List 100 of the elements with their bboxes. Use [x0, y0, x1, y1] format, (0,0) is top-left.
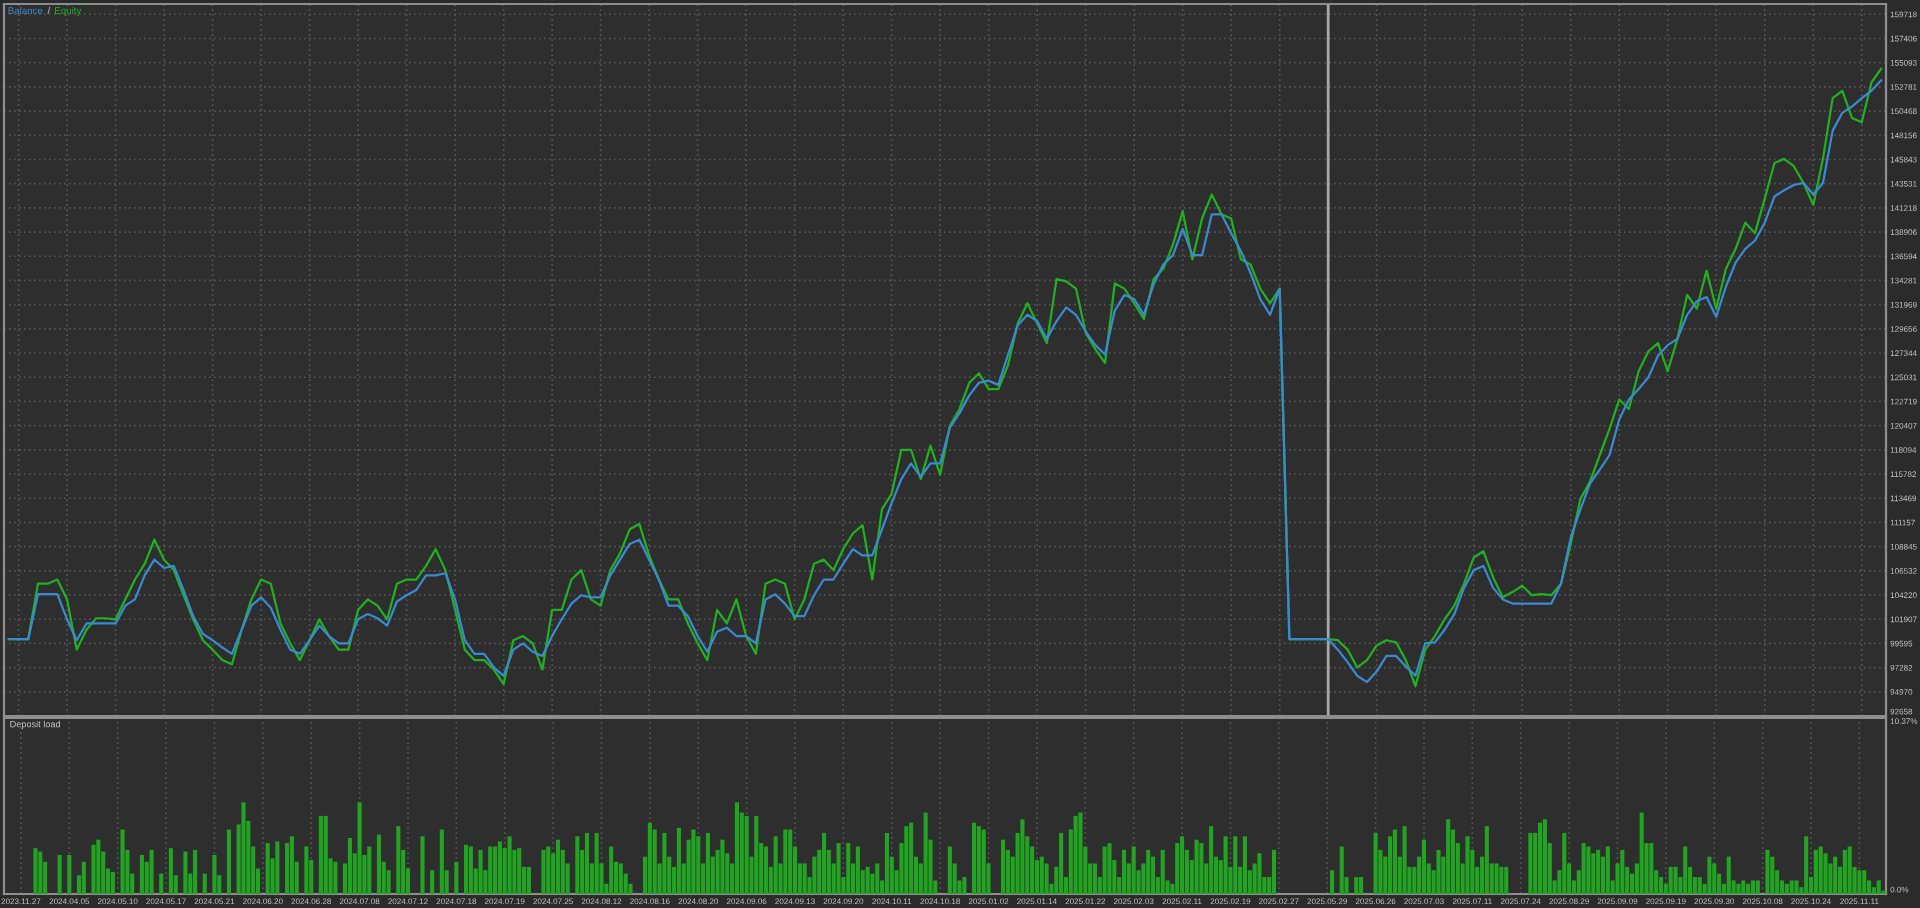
bar [1842, 849, 1847, 894]
bar [1823, 853, 1828, 894]
bar [265, 843, 270, 894]
bar [1392, 829, 1397, 894]
bar [1233, 836, 1238, 894]
bar [802, 863, 807, 894]
bar [696, 836, 701, 894]
bar [1039, 856, 1044, 894]
bar [962, 877, 967, 894]
bar [110, 871, 115, 894]
bar [507, 836, 512, 894]
bar [1876, 880, 1881, 894]
bar [1542, 819, 1547, 894]
bar [241, 802, 246, 894]
bar [1605, 846, 1610, 894]
bar [1102, 846, 1107, 894]
bar [1770, 856, 1775, 894]
bar [1160, 849, 1165, 894]
bar [168, 848, 173, 894]
bar [1620, 849, 1625, 894]
bar [396, 826, 401, 894]
bar [788, 829, 793, 894]
bar [1755, 880, 1760, 894]
bar [226, 829, 232, 894]
bar [289, 836, 294, 894]
bar [333, 861, 338, 894]
bar [1175, 843, 1180, 894]
bar [846, 843, 851, 894]
bar [1388, 836, 1393, 894]
bar [517, 848, 522, 894]
bar [1794, 880, 1799, 894]
bar [594, 832, 599, 894]
bar [193, 849, 198, 894]
bar [909, 822, 914, 894]
bar [1697, 877, 1702, 894]
bar [1436, 849, 1441, 894]
bar [1586, 846, 1591, 894]
bar [38, 851, 43, 894]
bar [1373, 832, 1378, 894]
bar [1683, 846, 1688, 894]
bar [1746, 883, 1751, 894]
bar [304, 846, 309, 894]
bar [1784, 883, 1789, 894]
bar [284, 843, 290, 894]
bar [1639, 812, 1644, 894]
bar [202, 873, 207, 894]
bar [497, 841, 502, 894]
bar [1329, 870, 1335, 894]
bar [120, 829, 125, 894]
bar [357, 802, 362, 894]
bar [976, 826, 981, 894]
bar [836, 843, 841, 894]
bar [865, 866, 870, 894]
bar [376, 834, 381, 894]
bar [1001, 839, 1006, 894]
bar [1354, 877, 1359, 894]
bar [430, 870, 435, 894]
bar [478, 849, 483, 894]
bar [1707, 856, 1712, 894]
bar [618, 863, 623, 894]
bar [691, 829, 696, 894]
bar [1209, 826, 1214, 894]
bar [1789, 880, 1794, 894]
bar [1107, 843, 1112, 894]
bar [754, 815, 759, 894]
bar [647, 822, 652, 894]
bar [652, 829, 657, 894]
bar [555, 839, 561, 894]
bar [1818, 846, 1823, 894]
bar [139, 854, 144, 894]
bar [584, 832, 590, 894]
bar [1199, 843, 1204, 894]
bar [1223, 836, 1228, 894]
bar [855, 846, 860, 894]
bar [183, 851, 188, 894]
bar [705, 832, 710, 894]
bar [493, 846, 498, 894]
bar [773, 836, 778, 894]
bar [1131, 846, 1136, 894]
bar [1092, 863, 1098, 894]
bar [1180, 836, 1185, 894]
bar [1121, 849, 1127, 894]
bar [1857, 870, 1862, 894]
bar [734, 802, 740, 894]
bar [1402, 826, 1407, 894]
bar [744, 815, 749, 894]
bar [1668, 866, 1673, 894]
bar [783, 829, 788, 894]
bar [159, 873, 164, 894]
bar [923, 812, 928, 894]
bar [609, 846, 614, 894]
bar [1271, 849, 1277, 894]
bar [91, 844, 96, 894]
bar [347, 837, 352, 894]
bar [1059, 832, 1064, 894]
bar [1741, 880, 1746, 894]
bar [1673, 866, 1678, 894]
bar [763, 846, 769, 894]
bar [386, 870, 391, 894]
bar [1591, 853, 1596, 894]
